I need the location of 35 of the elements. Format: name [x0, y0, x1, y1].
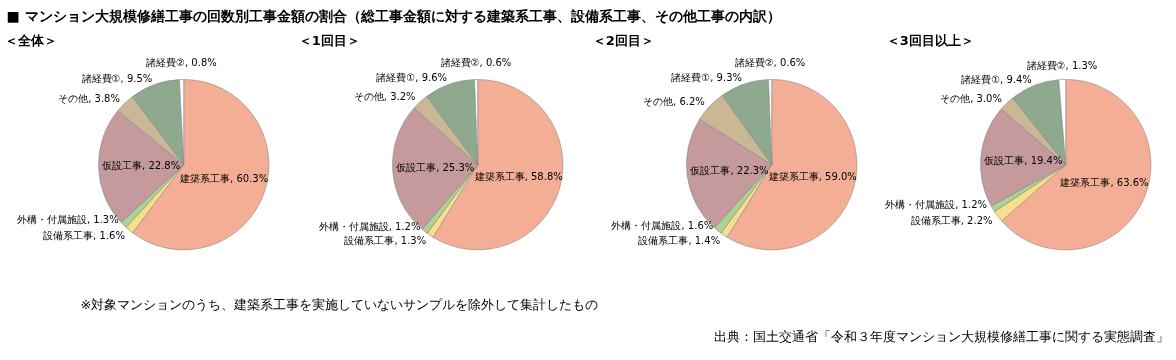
- slice-label: 仮設工事, 19.4%: [984, 154, 1063, 166]
- slice-label: その他, 3.0%: [940, 92, 1002, 104]
- text: ※対象マンションのうち、建築系工事を実施していないサンプルを除外して集計したもの: [80, 297, 599, 312]
- source-note: 出典：国土交通省「令和３年度マンション大規模修繕工事に関する実態調査」: [713, 329, 1169, 344]
- slice-label: 設備系工事, 1.4%: [638, 235, 721, 247]
- slice-label: その他, 6.2%: [643, 95, 705, 107]
- slice-label: 外構・付属施設, 1.2%: [318, 220, 421, 232]
- slice-label: 建築系工事, 58.8%: [473, 170, 563, 182]
- slice-label: 建築系工事, 63.6%: [1059, 176, 1149, 188]
- slice-label: 建築系工事, 60.3%: [179, 172, 269, 184]
- slice-label: 諸経費②, 1.3%: [1026, 59, 1098, 71]
- slice-label: 仮設工事, 22.8%: [102, 160, 181, 172]
- slice-label: 諸経費①, 9.5%: [81, 72, 153, 84]
- slice-label: 諸経費①, 9.3%: [671, 72, 743, 84]
- chart-subtitle: ＜2回目＞: [592, 33, 654, 49]
- slice-label: 諸経費②, 0.6%: [734, 56, 806, 68]
- slice-label: 設備系工事, 1.3%: [344, 235, 427, 247]
- slice-label: 外構・付属施設, 1.3%: [16, 214, 119, 226]
- slice-label: 仮設工事, 25.3%: [396, 161, 475, 173]
- slice-label: 設備系工事, 1.6%: [43, 229, 125, 241]
- text: ■ マンション大規模修繕工事の回数別工事金額の割合（総工事金額に対する建築系工事、設備系工事、その他工事の内訳）: [6, 7, 781, 24]
- chart-subtitle: ＜3回目以上＞: [886, 33, 974, 49]
- slice-label: 建築系工事, 59.0%: [767, 170, 857, 182]
- slice-label: 外構・付属施設, 1.6%: [611, 220, 714, 232]
- slice-label: 諸経費①, 9.6%: [376, 72, 448, 84]
- chart-subtitle: ＜1回目＞: [298, 33, 360, 49]
- slice-label: 諸経費②, 0.6%: [440, 56, 512, 68]
- slice-label: 諸経費①, 9.4%: [961, 73, 1032, 85]
- slice-label: 仮設工事, 22.3%: [690, 164, 769, 176]
- slice-label: 外構・付属施設, 1.2%: [885, 199, 987, 211]
- slice-label: その他, 3.2%: [353, 91, 416, 103]
- chart-subtitle: ＜全体＞: [4, 33, 57, 49]
- slice-label: その他, 3.8%: [58, 92, 120, 104]
- slice-label: 諸経費②, 0.8%: [146, 56, 217, 68]
- slice-label: 設備系工事, 2.2%: [910, 214, 993, 226]
